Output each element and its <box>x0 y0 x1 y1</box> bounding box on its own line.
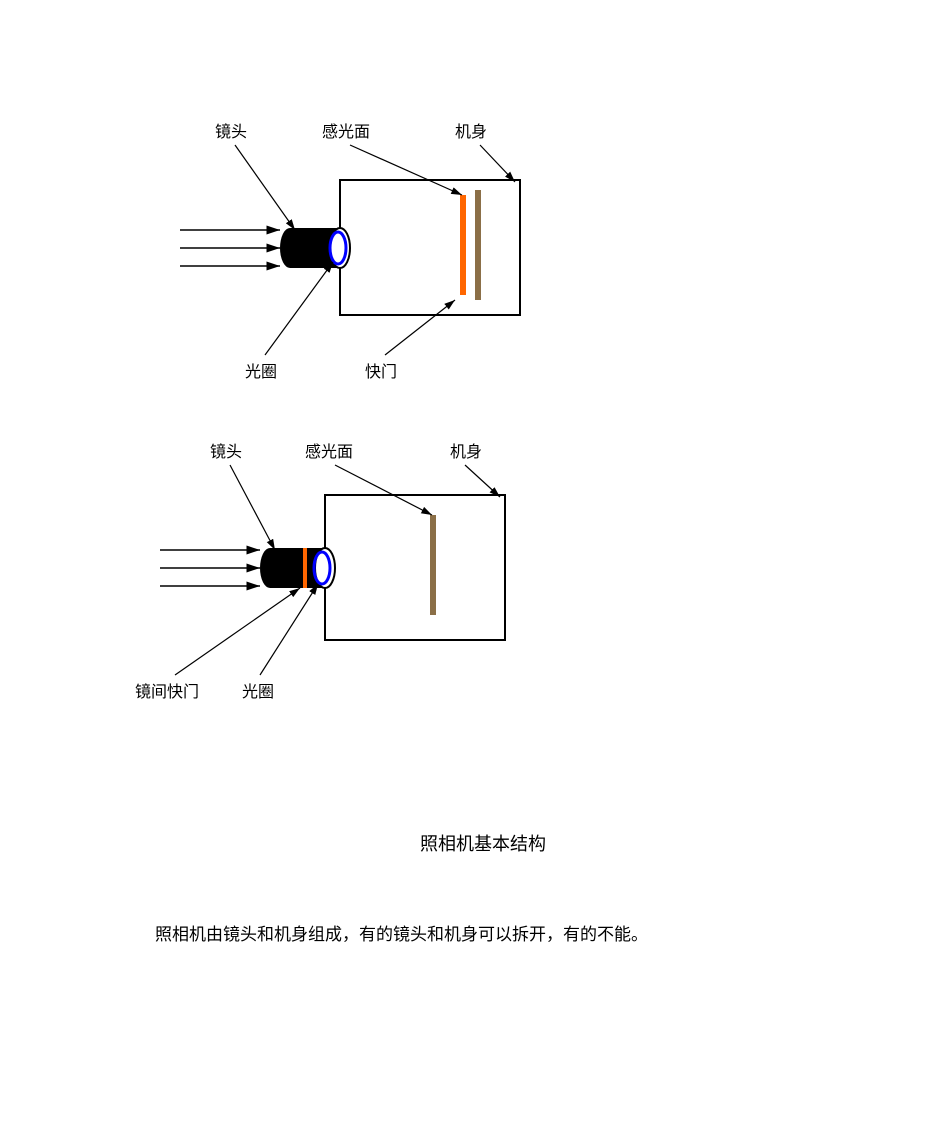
label-body: 机身 <box>455 118 487 142</box>
label-body: 机身 <box>450 438 482 462</box>
shutter-plane <box>475 190 481 300</box>
lens-front <box>280 228 300 268</box>
label-sensor: 感光面 <box>322 118 370 142</box>
pointer-lens <box>235 145 295 230</box>
sensor-plane <box>430 515 436 615</box>
label-lens: 镜头 <box>215 118 247 142</box>
leaf-shutter <box>303 548 307 588</box>
sensor-plane <box>460 195 466 295</box>
label-leaf-shutter: 镜间快门 <box>135 678 199 702</box>
pointer-lens <box>230 465 275 550</box>
page-title: 照相机基本结构 <box>420 830 546 856</box>
label-sensor: 感光面 <box>305 438 353 462</box>
pointer-aperture <box>265 262 333 355</box>
label-aperture: 光圈 <box>245 358 277 382</box>
label-aperture: 光圈 <box>242 678 274 702</box>
pointer-body <box>480 145 515 182</box>
camera-body <box>325 495 505 640</box>
camera-diagram-1 <box>140 100 640 390</box>
lens-front <box>260 548 280 588</box>
page: 镜头 感光面 机身 光圈 快门 <box>0 0 945 1123</box>
camera-diagram-2 <box>100 420 620 720</box>
pointer-leaf-shutter <box>175 588 300 675</box>
pointer-body <box>465 465 500 497</box>
body-paragraph: 照相机由镜头和机身组成，有的镜头和机身可以拆开，有的不能。 <box>155 920 648 945</box>
label-lens: 镜头 <box>210 438 242 462</box>
label-shutter: 快门 <box>365 358 397 382</box>
pointer-aperture <box>260 584 318 675</box>
camera-body <box>340 180 520 315</box>
